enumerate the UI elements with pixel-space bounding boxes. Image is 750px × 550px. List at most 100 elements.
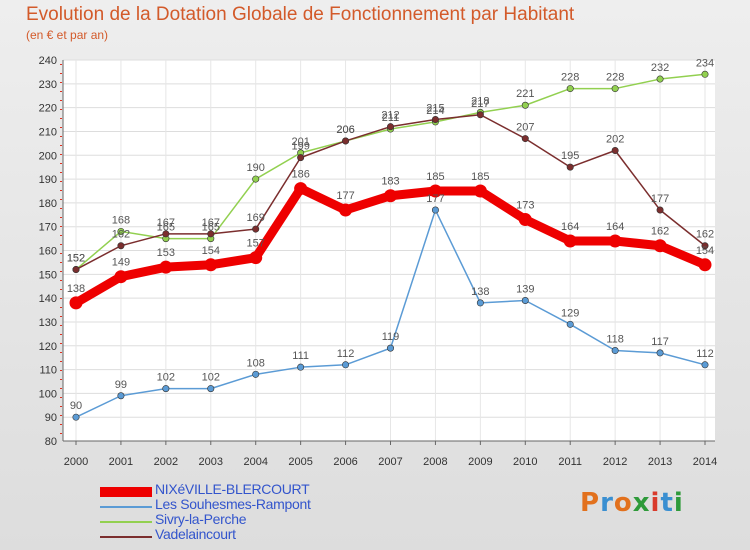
data-point — [701, 242, 709, 250]
data-label: 112 — [696, 348, 714, 360]
chart-title: Evolution de la Dotation Globale de Fonc… — [26, 4, 575, 25]
logo-letter: i — [673, 488, 684, 518]
data-point — [566, 85, 574, 93]
data-point — [611, 347, 619, 355]
data-label: 207 — [516, 122, 534, 134]
y-tick-label: 200 — [39, 150, 57, 162]
data-label: 218 — [471, 95, 489, 107]
data-label: 167 — [202, 217, 220, 229]
legend-label: NIXéVILLE-BLERCOURT — [155, 481, 310, 497]
y-tick-label: 240 — [39, 55, 57, 67]
data-point — [117, 242, 125, 250]
data-point — [162, 230, 170, 238]
data-point — [249, 251, 263, 265]
data-point — [69, 296, 83, 310]
data-label: 165 — [157, 222, 175, 234]
axes: 8090100110120130140150160170180190200210… — [39, 55, 718, 468]
chart-subtitle: (en € et par an) — [26, 28, 109, 42]
x-tick-label: 2001 — [109, 456, 133, 468]
data-label: 212 — [381, 110, 399, 122]
x-tick-label: 2004 — [243, 456, 267, 468]
data-label: 195 — [561, 150, 579, 162]
data-label: 129 — [561, 307, 579, 319]
x-tick-label: 2000 — [64, 456, 88, 468]
data-label: 162 — [112, 229, 130, 241]
data-point — [701, 361, 709, 369]
legend-label: Les Souhesmes-Rampont — [155, 496, 311, 512]
data-label: 185 — [471, 171, 489, 183]
data-point — [701, 70, 709, 78]
logo-letter: x — [632, 488, 651, 518]
x-tick-label: 2012 — [603, 456, 627, 468]
data-point — [698, 258, 712, 272]
y-tick-label: 170 — [39, 222, 57, 234]
y-tick-label: 80 — [45, 436, 57, 448]
data-label: 234 — [696, 57, 714, 69]
x-tick-label: 2014 — [693, 456, 717, 468]
y-tick-label: 230 — [39, 79, 57, 91]
data-point — [384, 189, 397, 203]
logo-letter: t — [660, 488, 674, 518]
y-tick-label: 90 — [45, 412, 57, 424]
data-label: 138 — [67, 283, 85, 295]
data-point — [252, 175, 260, 183]
data-labels: 90 99 102 102 108 111 112 119 177 138 139 129 118 117… — [67, 57, 714, 412]
data-label: 111 — [292, 350, 309, 362]
y-tick-label: 160 — [39, 246, 57, 258]
data-label: 167 — [157, 217, 175, 229]
data-point — [656, 349, 664, 357]
legend-swatch — [100, 521, 152, 523]
data-point — [521, 101, 529, 109]
y-tick-label: 130 — [39, 317, 57, 329]
y-tick-label: 180 — [39, 198, 57, 210]
x-tick-label: 2008 — [423, 456, 447, 468]
y-tick-label: 220 — [39, 103, 57, 115]
data-label: 154 — [202, 245, 220, 257]
data-label: 228 — [606, 72, 624, 84]
data-point — [566, 163, 574, 171]
x-tick-label: 2003 — [199, 456, 223, 468]
data-point — [428, 184, 442, 198]
data-point — [252, 370, 260, 378]
data-label: 169 — [247, 212, 265, 224]
data-label: 138 — [471, 286, 489, 298]
data-point — [252, 225, 260, 233]
x-tick-label: 2010 — [513, 456, 537, 468]
data-point — [563, 234, 577, 248]
data-label: 214 — [426, 105, 444, 117]
data-point — [608, 234, 622, 248]
data-label: 164 — [606, 221, 624, 233]
data-point — [207, 385, 215, 393]
data-point — [162, 385, 170, 393]
data-label: 157 — [247, 238, 265, 250]
data-point — [294, 182, 308, 196]
data-label: 112 — [337, 348, 355, 360]
data-point — [521, 135, 529, 143]
y-tick-label: 140 — [39, 293, 57, 305]
data-label: 177 — [651, 193, 669, 205]
data-point — [566, 320, 574, 328]
x-tick-label: 2009 — [468, 456, 492, 468]
data-label: 232 — [651, 62, 669, 74]
data-point — [653, 239, 667, 253]
y-tick-label: 190 — [39, 174, 57, 186]
data-label: 153 — [157, 247, 175, 259]
data-point — [207, 230, 215, 238]
x-tick-label: 2005 — [288, 456, 312, 468]
data-point — [114, 270, 128, 284]
data-point — [656, 75, 664, 83]
data-label: 206 — [336, 124, 354, 136]
data-label: 177 — [336, 190, 354, 202]
data-point — [473, 184, 487, 198]
logo-letter: i — [650, 488, 661, 518]
legend-label: Vadelaincourt — [155, 526, 236, 542]
data-label: 199 — [291, 141, 309, 153]
data-label: 165 — [202, 222, 220, 234]
data-label: 173 — [516, 200, 534, 212]
logo-letter: P — [580, 488, 601, 518]
grid — [63, 59, 715, 442]
x-tick-label: 2007 — [378, 456, 402, 468]
data-point — [342, 137, 350, 145]
